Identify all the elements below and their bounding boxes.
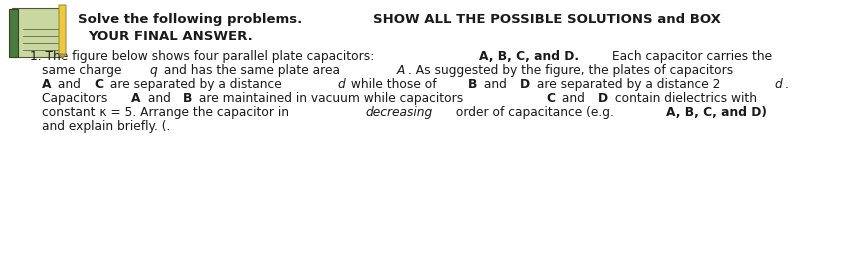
FancyBboxPatch shape: [9, 9, 19, 56]
Text: .: .: [784, 78, 787, 91]
Text: are separated by a distance: are separated by a distance: [106, 78, 285, 91]
Text: 1. The figure below shows four parallel plate capacitors:: 1. The figure below shows four parallel …: [30, 50, 377, 63]
Text: d: d: [337, 78, 345, 91]
Text: A: A: [396, 64, 405, 77]
Text: decreasing: decreasing: [366, 106, 433, 119]
Text: SHOW ALL THE POSSIBLE SOLUTIONS and BOX: SHOW ALL THE POSSIBLE SOLUTIONS and BOX: [373, 13, 720, 26]
Text: . As suggested by the figure, the plates of capacitors: . As suggested by the figure, the plates…: [407, 64, 732, 77]
Text: A: A: [131, 92, 141, 105]
Text: while those of: while those of: [347, 78, 440, 91]
Text: same charge: same charge: [42, 64, 125, 77]
Text: constant κ = 5. Arrange the capacitor in: constant κ = 5. Arrange the capacitor in: [42, 106, 292, 119]
Text: C: C: [94, 78, 103, 91]
Text: Solve the following problems.: Solve the following problems.: [78, 13, 307, 26]
Text: contain dielectrics with: contain dielectrics with: [610, 92, 756, 105]
Text: and: and: [480, 78, 510, 91]
Text: A, B, C, and D): A, B, C, and D): [665, 106, 766, 119]
Text: and has the same plate area: and has the same plate area: [159, 64, 343, 77]
FancyBboxPatch shape: [12, 8, 62, 57]
Polygon shape: [59, 54, 66, 58]
Text: and: and: [143, 92, 174, 105]
Text: and explain briefly. (.: and explain briefly. (.: [42, 120, 186, 133]
Polygon shape: [59, 5, 66, 58]
Text: B: B: [183, 92, 193, 105]
Text: D: D: [597, 92, 607, 105]
Text: C: C: [546, 92, 555, 105]
Text: and: and: [55, 78, 85, 91]
Text: order of capacitance (e.g.: order of capacitance (e.g.: [452, 106, 618, 119]
Text: Each capacitor carries the: Each capacitor carries the: [607, 50, 772, 63]
Text: D: D: [519, 78, 529, 91]
Text: YOUR FINAL ANSWER.: YOUR FINAL ANSWER.: [88, 30, 252, 43]
Text: are separated by a distance 2: are separated by a distance 2: [532, 78, 719, 91]
Text: d: d: [774, 78, 781, 91]
Text: and: and: [557, 92, 588, 105]
Text: A: A: [42, 78, 51, 91]
Text: B: B: [468, 78, 477, 91]
Text: A, B, C, and D.: A, B, C, and D.: [479, 50, 579, 63]
Text: q: q: [149, 64, 157, 77]
Text: Capacitors: Capacitors: [42, 92, 111, 105]
Text: are maintained in vacuum while capacitors: are maintained in vacuum while capacitor…: [195, 92, 467, 105]
